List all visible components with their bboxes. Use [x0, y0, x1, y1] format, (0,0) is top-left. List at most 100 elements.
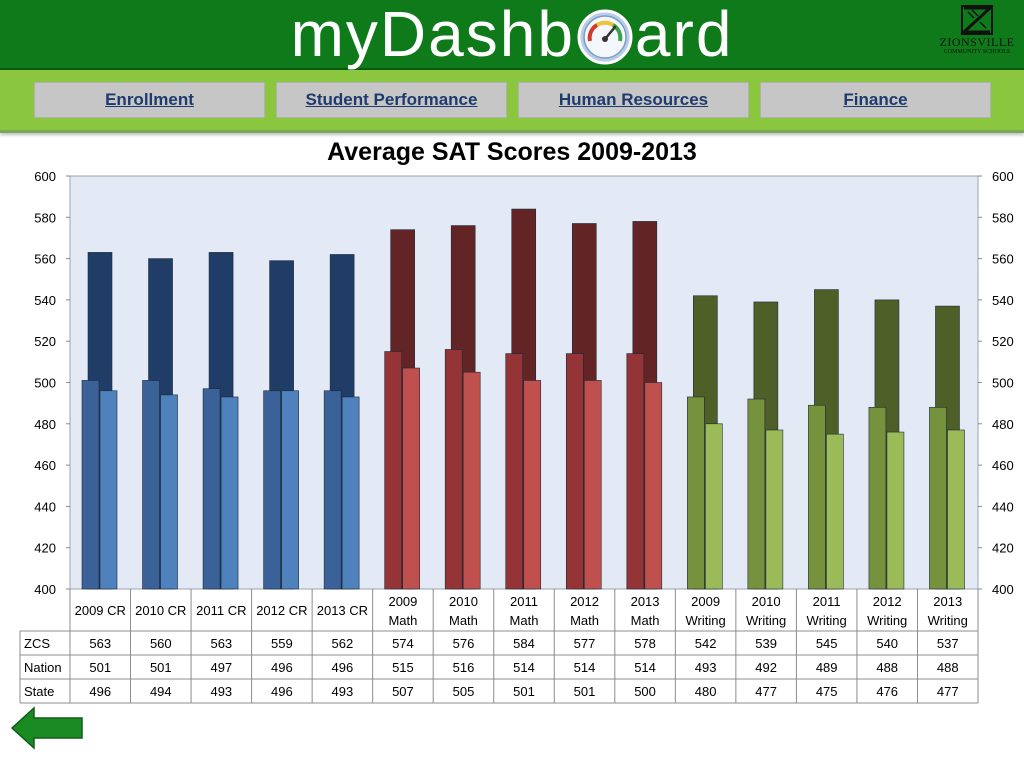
table-cell-zcs: 545 [816, 636, 838, 651]
table-cell-zcs: 574 [392, 636, 414, 651]
bar-nation [687, 396, 705, 590]
y-tick-label-right: 500 [992, 376, 1014, 391]
x-tick-label: Math [449, 613, 478, 628]
table-cell-nation: 514 [513, 660, 535, 675]
table-cell-nation: 488 [937, 660, 959, 675]
bar-nation [81, 380, 100, 590]
bar-nation [263, 390, 281, 590]
table-row-label-nation: Nation [24, 660, 62, 675]
y-tick-label-left: 480 [34, 417, 56, 432]
table-cell-zcs: 578 [634, 636, 656, 651]
y-tick-label-left: 580 [34, 210, 56, 225]
y-tick-label-right: 400 [992, 582, 1014, 597]
table-cell-zcs: 537 [937, 636, 959, 651]
x-tick-label: 2010 [449, 594, 478, 609]
y-tick-label-left: 540 [34, 293, 56, 308]
bar-state [523, 380, 542, 590]
table-row-label-state: State [24, 684, 54, 699]
nav-human-resources-link[interactable]: Human Resources [518, 82, 749, 118]
x-tick-label: 2012 CR [256, 603, 307, 618]
gauge-icon [577, 9, 633, 65]
table-cell-state: 501 [513, 684, 535, 699]
bar-state [765, 429, 784, 590]
x-tick-label: 2013 CR [317, 603, 368, 618]
bar-state [583, 380, 602, 590]
table-cell-zcs: 584 [513, 636, 535, 651]
district-logo: ZIONSVILLE COMMUNITY SCHOOLS [934, 4, 1020, 66]
bar-nation [565, 353, 584, 590]
table-cell-nation: 497 [210, 660, 232, 675]
bar-nation [808, 404, 826, 590]
table-cell-nation: 488 [876, 660, 898, 675]
nav-enrollment-link[interactable]: Enrollment [34, 82, 265, 118]
table-cell-nation: 496 [332, 660, 354, 675]
table-cell-state: 496 [89, 684, 111, 699]
y-tick-label-left: 600 [34, 169, 56, 184]
table-cell-zcs: 563 [89, 636, 111, 651]
bar-state [705, 423, 723, 590]
bar-nation [868, 406, 887, 590]
bar-state [644, 382, 663, 590]
x-tick-label: Writing [807, 613, 847, 628]
x-tick-label: Math [510, 613, 539, 628]
x-tick-label: Writing [746, 613, 786, 628]
table-cell-nation: 492 [755, 660, 777, 675]
bar-nation [505, 353, 524, 590]
table-cell-nation: 516 [453, 660, 475, 675]
x-tick-label: Writing [928, 613, 968, 628]
app-title: myDashb ard [0, 0, 1024, 72]
bar-state [341, 396, 360, 590]
nav-finance-link[interactable]: Finance [760, 82, 991, 118]
table-cell-zcs: 539 [755, 636, 777, 651]
bar-state [281, 390, 299, 590]
district-logo-name: ZIONSVILLE [939, 35, 1015, 49]
bar-nation [384, 351, 402, 590]
nav-bar: Enrollment Student Performance Human Res… [0, 70, 1024, 133]
x-tick-label: Math [570, 613, 599, 628]
x-tick-label: Writing [685, 613, 725, 628]
x-tick-label: Math [631, 613, 660, 628]
bar-nation [142, 380, 160, 590]
back-arrow-icon[interactable] [10, 706, 84, 750]
bar-nation [929, 406, 947, 590]
table-cell-state: 493 [210, 684, 232, 699]
y-tick-label-left: 560 [34, 252, 56, 267]
bar-state [826, 433, 844, 590]
y-tick-label-right: 600 [992, 169, 1014, 184]
bar-state [220, 396, 239, 590]
table-cell-state: 501 [574, 684, 596, 699]
bar-nation [202, 388, 221, 590]
table-cell-state: 475 [816, 684, 838, 699]
table-cell-state: 496 [271, 684, 293, 699]
x-tick-label: 2012 [873, 594, 902, 609]
bar-state [947, 429, 965, 590]
table-cell-nation: 501 [150, 660, 172, 675]
y-tick-label-left: 440 [34, 499, 56, 514]
y-tick-label-right: 420 [992, 541, 1014, 556]
bar-nation [444, 349, 463, 590]
y-tick-label-left: 460 [34, 458, 56, 473]
x-tick-label: 2009 CR [75, 603, 126, 618]
table-cell-state: 507 [392, 684, 414, 699]
table-cell-state: 505 [453, 684, 475, 699]
x-tick-label: 2011 CR [196, 603, 246, 618]
x-tick-label: Writing [867, 613, 907, 628]
table-cell-zcs: 540 [876, 636, 898, 651]
table-cell-nation: 514 [634, 660, 656, 675]
sat-scores-chart: 400 400 420 420 440 440 460 460 480 480 500 500 520 5… [19, 169, 1014, 704]
table-cell-zcs: 576 [453, 636, 475, 651]
y-tick-label-right: 480 [992, 417, 1014, 432]
bar-state [160, 394, 178, 590]
table-cell-state: 480 [695, 684, 717, 699]
bar-state [402, 367, 420, 590]
app-header: myDashb ard ZIONSVILLE COMMUNITY SCHOOLS [0, 0, 1024, 70]
y-tick-label-left: 420 [34, 541, 56, 556]
x-tick-label: 2009 [691, 594, 720, 609]
nav-student-performance-link[interactable]: Student Performance [276, 82, 507, 118]
y-tick-label-right: 580 [992, 210, 1014, 225]
table-cell-state: 477 [755, 684, 777, 699]
table-cell-zcs: 560 [150, 636, 172, 651]
table-cell-state: 476 [876, 684, 898, 699]
table-cell-zcs: 577 [574, 636, 596, 651]
bar-nation [626, 353, 645, 590]
